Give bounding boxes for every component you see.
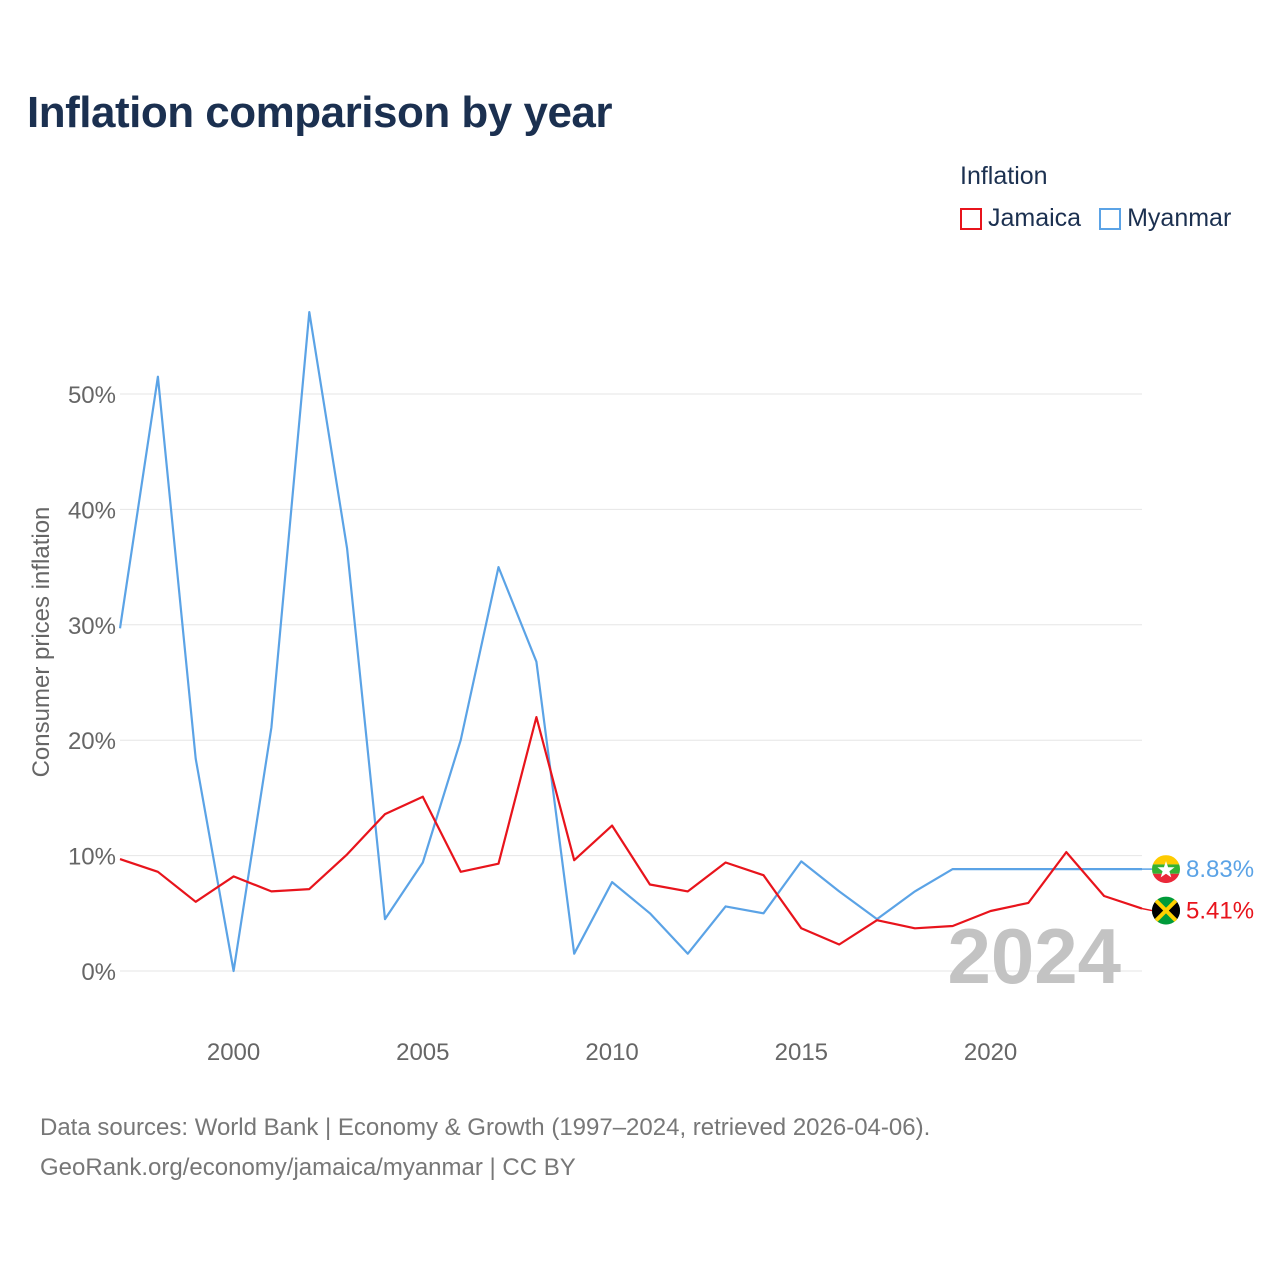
y-tick-label-40: 40% (68, 497, 116, 524)
series-line-jamaica (119, 715, 1143, 946)
x-tick-label-2000: 2000 (207, 1039, 260, 1066)
legend-item-jamaica[interactable]: Jamaica (960, 204, 1081, 233)
y-tick-label-30: 30% (68, 613, 116, 640)
y-tick-label-10: 10% (68, 844, 116, 871)
x-tick-label-2020: 2020 (964, 1039, 1017, 1066)
x-tick-label-2005: 2005 (396, 1039, 449, 1066)
myanmar-flag-icon (1152, 855, 1180, 884)
jamaica-end-connector (1141, 907, 1153, 912)
year-watermark: 2024 (947, 912, 1121, 1000)
y-tick-label-50: 50% (68, 382, 116, 409)
source-note: Data sources: World Bank | Economy & Gro… (40, 1108, 930, 1188)
source-line-2[interactable]: GeoRank.org/economy/jamaica/myanmar | CC… (40, 1154, 576, 1181)
legend: Jamaica Myanmar (960, 204, 1249, 233)
chart-title: Inflation comparison by year (27, 88, 613, 137)
legend-item-myanmar[interactable]: Myanmar (1099, 204, 1231, 233)
jamaica-end-label: 5.41% (1186, 898, 1254, 925)
legend-swatch-jamaica (960, 207, 982, 230)
legend-swatch-myanmar (1099, 207, 1122, 230)
series-line-myanmar (118, 311, 1142, 973)
legend-label-jamaica: Jamaica (988, 204, 1082, 232)
jamaica-flag-icon (1152, 896, 1180, 925)
x-tick-label-2010: 2010 (585, 1039, 638, 1066)
y-tick-label-20: 20% (68, 728, 116, 755)
myanmar-end-label: 8.83% (1186, 856, 1254, 883)
legend-title: Inflation (960, 162, 1048, 190)
x-tick-label-2015: 2015 (775, 1039, 828, 1066)
y-tick-label-0: 0% (81, 959, 116, 986)
source-line-1: Data sources: World Bank | Economy & Gro… (40, 1114, 931, 1141)
legend-label-myanmar: Myanmar (1127, 204, 1232, 232)
